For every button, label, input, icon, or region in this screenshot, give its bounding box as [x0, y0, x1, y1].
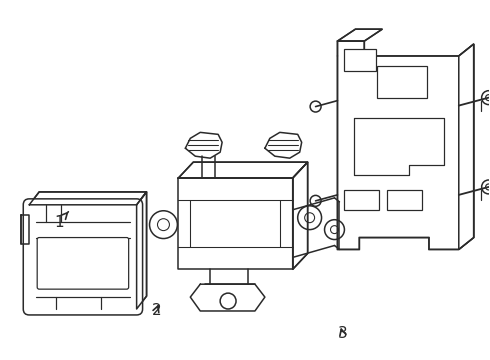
Polygon shape: [178, 162, 308, 178]
Bar: [387, 190, 422, 210]
Bar: [344, 190, 379, 210]
Polygon shape: [293, 162, 308, 269]
Text: 1: 1: [54, 212, 69, 230]
Polygon shape: [338, 29, 382, 41]
Polygon shape: [338, 41, 474, 249]
Bar: [344, 49, 376, 71]
Text: 3: 3: [338, 326, 347, 341]
Text: 2: 2: [151, 303, 161, 318]
FancyBboxPatch shape: [37, 238, 129, 289]
Polygon shape: [137, 192, 147, 309]
Polygon shape: [29, 192, 147, 205]
Polygon shape: [459, 44, 474, 249]
FancyBboxPatch shape: [23, 199, 143, 315]
Bar: [377, 66, 427, 98]
